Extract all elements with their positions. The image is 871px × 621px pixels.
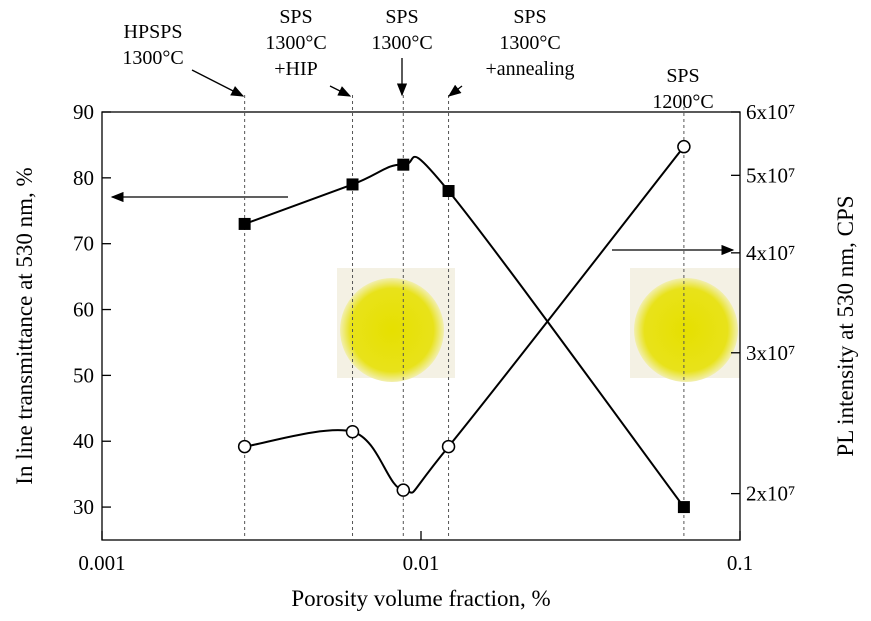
annotation-arrow — [191, 69, 245, 97]
inset-photo — [337, 268, 740, 382]
y-tick-label: 80 — [73, 166, 94, 190]
y2-tick-label: 5x10⁷ — [746, 163, 795, 187]
marker-square — [238, 217, 251, 230]
marker-circle — [237, 439, 252, 454]
annotation: SPS — [666, 65, 699, 87]
annotation: SPS — [513, 6, 546, 28]
y-tick-label: 90 — [73, 100, 94, 124]
annotation: +HIP — [274, 58, 318, 80]
y-tick-label: 60 — [73, 298, 94, 322]
y-tick-label: 40 — [73, 429, 94, 453]
annotation: 1300°C — [122, 47, 183, 69]
x-axis-label: Porosity volume fraction, % — [291, 586, 550, 611]
marker-circle — [677, 139, 691, 154]
annotation: SPS — [279, 6, 312, 28]
x-tick-label: 0.01 — [403, 551, 440, 575]
y2-tick-label: 3x10⁷ — [746, 341, 795, 365]
marker-circle — [396, 483, 411, 497]
annotation-arrow — [329, 85, 352, 97]
y-axis-label: In line transmittance at 530 nm, % — [12, 167, 37, 484]
y2-axis-label: PL intensity at 530 nm, CPS — [833, 195, 858, 456]
y-tick-label: 50 — [73, 363, 94, 387]
annotation: 1300°C — [499, 32, 560, 54]
annotation: SPS — [385, 6, 418, 28]
marker-square — [397, 158, 410, 171]
marker-circle — [441, 439, 456, 454]
marker-square — [346, 178, 359, 191]
annotation: +annealing — [485, 58, 574, 80]
y2-tick-label: 4x10⁷ — [746, 241, 795, 265]
marker-square — [677, 501, 690, 514]
series-line — [244, 146, 685, 494]
x-tick-label: 0.001 — [78, 551, 125, 575]
annotation: 1300°C — [371, 32, 432, 54]
annotation-arrow — [447, 84, 463, 97]
y-tick-label: 70 — [73, 232, 94, 256]
annotation: 1200°C — [652, 91, 713, 113]
marker-circle — [345, 424, 360, 439]
marker-square — [442, 185, 455, 198]
y2-tick-label: 6x10⁷ — [746, 100, 795, 124]
x-tick-label: 0.1 — [727, 551, 753, 575]
series-line — [244, 155, 685, 508]
annotation: 1300°C — [265, 32, 326, 54]
annotation: HPSPS — [124, 21, 183, 43]
y-tick-label: 30 — [73, 495, 94, 519]
y2-tick-label: 2x10⁷ — [746, 482, 795, 506]
